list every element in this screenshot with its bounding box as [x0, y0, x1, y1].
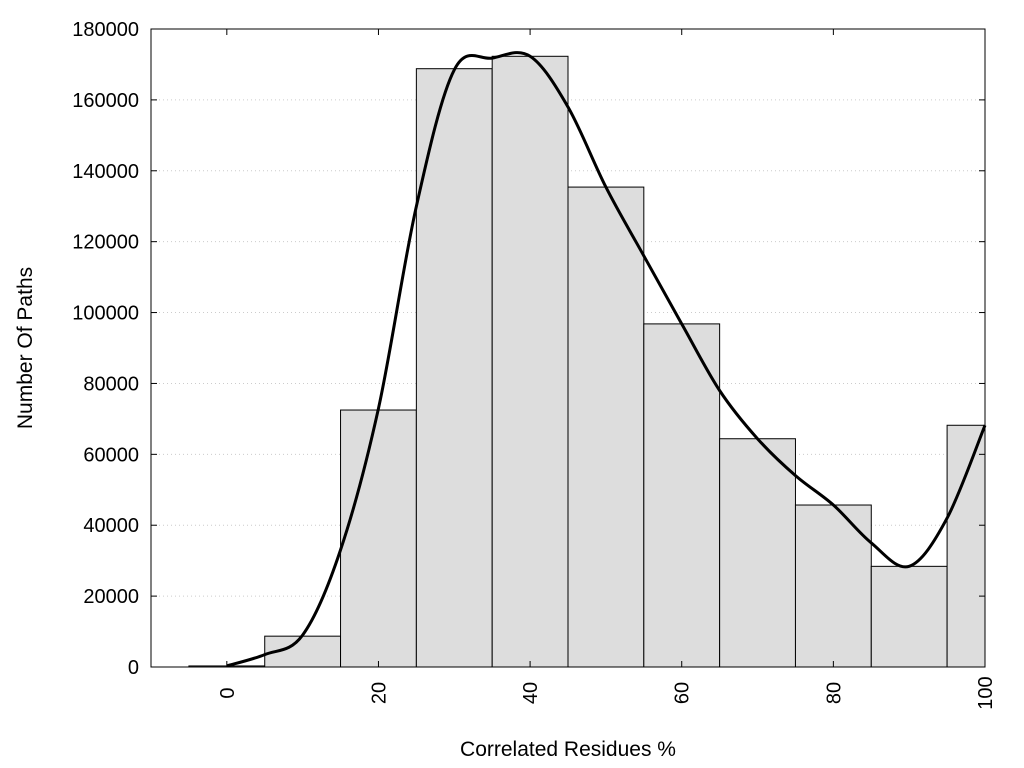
- histogram-bar: [870, 565, 948, 668]
- x-tick-label: 20: [368, 682, 390, 704]
- y-tick-label: 20000: [83, 586, 139, 608]
- y-tick-label: 160000: [72, 90, 139, 112]
- y-axis-ticks: 0 20000 40000 60000 80000 100000 120000 140000 1…: [72, 19, 985, 679]
- histogram-bar: [719, 438, 796, 668]
- x-tick-label: 40: [520, 682, 542, 704]
- y-tick-label: 0: [128, 657, 139, 679]
- histogram-bar: [567, 186, 645, 668]
- histogram-bar: [415, 68, 493, 668]
- x-axis-ticks: 0 20 40 60 80 100: [217, 29, 997, 710]
- y-axis-title: Number Of Paths: [14, 267, 37, 429]
- plot-frame: [150, 28, 986, 668]
- x-axis-title: Correlated Residues %: [460, 738, 676, 761]
- x-tick-label: 0: [217, 687, 239, 698]
- x-tick-label: 100: [975, 676, 997, 709]
- y-tick-label: 60000: [83, 444, 139, 466]
- histogram-bar: [491, 55, 569, 668]
- histogram-bar: [794, 504, 872, 668]
- y-tick-label: 80000: [83, 373, 139, 395]
- histogram-bar: [643, 323, 721, 668]
- x-tick-label: 80: [823, 682, 845, 704]
- histogram-bar: [340, 409, 417, 668]
- y-tick-label: 100000: [72, 303, 139, 325]
- x-tick-label: 60: [672, 682, 694, 704]
- y-tick-label: 180000: [72, 19, 139, 41]
- histogram-bar: [946, 424, 986, 668]
- density-curve-layer: [226, 51, 987, 668]
- histogram-bars: [188, 55, 986, 668]
- y-tick-label: 40000: [83, 515, 139, 537]
- y-tick-label: 140000: [72, 161, 139, 183]
- y-tick-label: 120000: [72, 232, 139, 254]
- density-curve: [226, 51, 987, 668]
